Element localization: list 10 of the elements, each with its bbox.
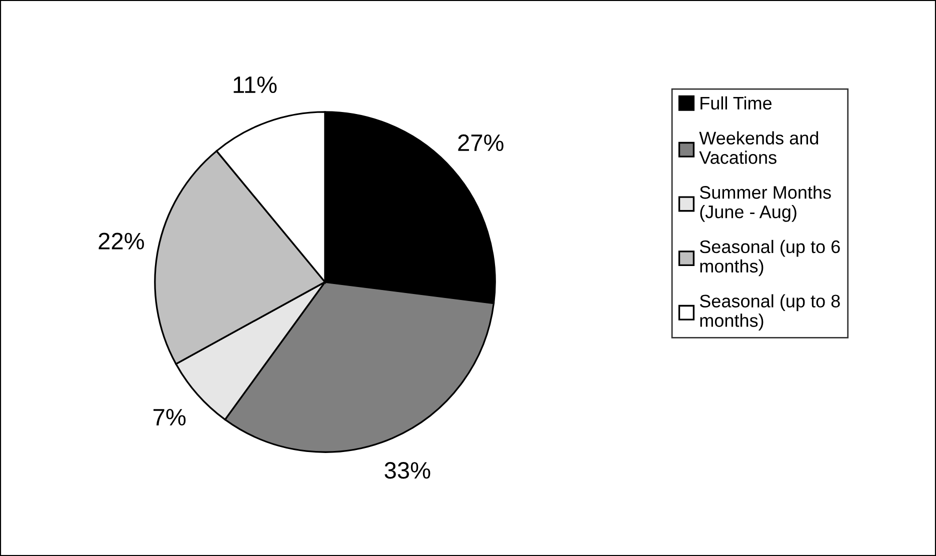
- legend-label: Seasonal (up to 8 months): [700, 294, 840, 331]
- legend-label: Weekends and Vacations: [699, 131, 818, 164]
- data-label: 7%: [154, 408, 186, 426]
- legend-label: Full Time: [700, 96, 772, 110]
- data-label: 27%: [458, 134, 504, 152]
- legend-label: Seasonal (up to 6 months): [700, 240, 840, 276]
- data-label: 11%: [234, 76, 277, 94]
- data-label: 33%: [384, 462, 430, 479]
- data-label: 22%: [98, 232, 144, 250]
- legend-label: Summer Months (June - Aug): [700, 186, 831, 222]
